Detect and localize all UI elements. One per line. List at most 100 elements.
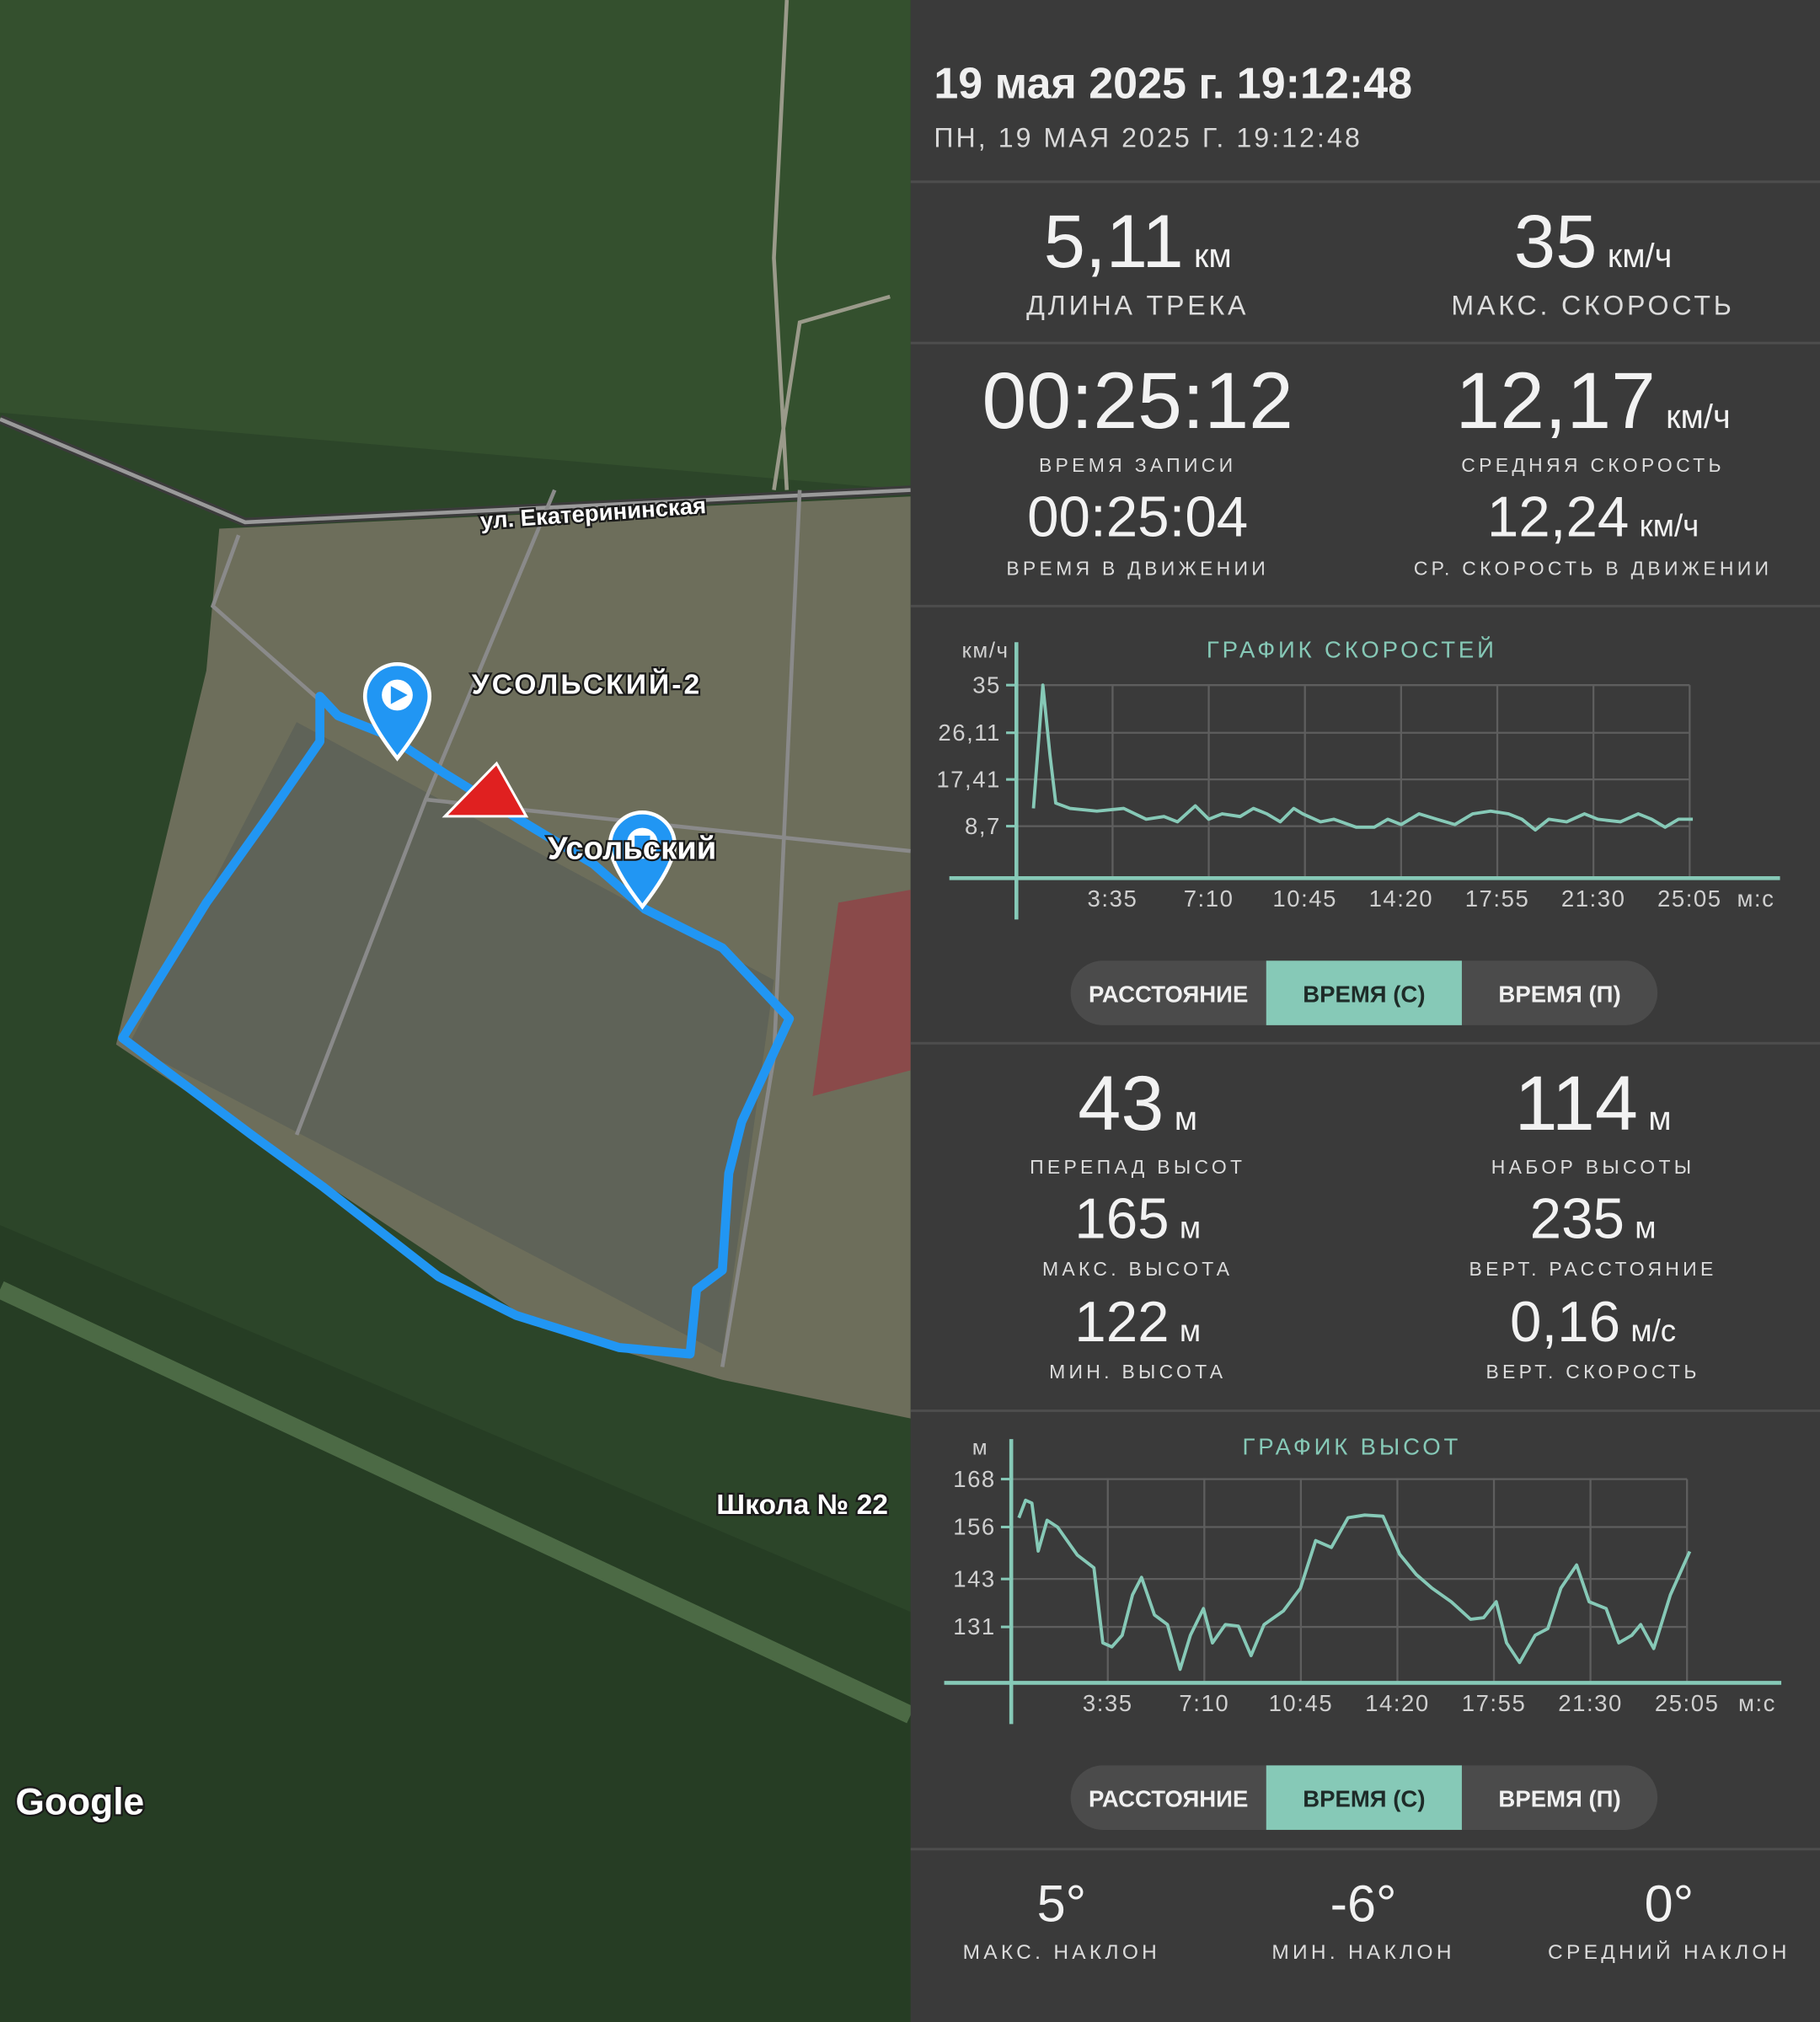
- stat-number: 114: [1515, 1061, 1638, 1147]
- toggle-selected: [1266, 1765, 1462, 1830]
- clearing: [0, 1281, 915, 1724]
- finish-marker[interactable]: [608, 810, 677, 910]
- x-tick-label: 25:05: [1655, 1690, 1720, 1716]
- stat-label: МИН. ВЫСОТА: [1049, 1361, 1226, 1383]
- stat-number: 165: [1074, 1187, 1169, 1250]
- stat-label: ВЕРТ. РАССТОЯНИЕ: [1469, 1258, 1717, 1280]
- toggle-label: РАССТОЯНИЕ: [1089, 981, 1248, 1007]
- x-tick-label: 3:35: [1088, 885, 1138, 912]
- stat-unit: м: [1635, 1210, 1656, 1244]
- district-label: Усольский: [548, 830, 716, 866]
- stat-number: 00:25:12: [982, 356, 1293, 446]
- stat-number: 5,11: [1044, 200, 1184, 283]
- stat-unit: м: [1180, 1313, 1201, 1348]
- stat-unit: км: [1194, 238, 1232, 275]
- y-tick-label: 131: [953, 1613, 996, 1640]
- segmented-control: РАССТОЯНИЕ ВРЕМЯ (С) ВРЕМЯ (П): [1070, 1765, 1658, 1830]
- stat-value: 165 м: [1074, 1187, 1201, 1250]
- y-axis-label: м: [972, 1435, 988, 1460]
- road: [772, 0, 891, 490]
- toggle-option[interactable]: ВРЕМЯ (П): [1498, 981, 1620, 1007]
- start-marker-icon: [390, 686, 408, 704]
- forest: [0, 1225, 911, 2022]
- y-tick-label: 26,11: [938, 719, 1001, 746]
- stat-label: МАКС. СКОРОСТЬ: [1451, 290, 1734, 320]
- x-tick-label: 10:45: [1269, 1690, 1334, 1716]
- y-tick-label: 168: [953, 1466, 996, 1492]
- stat-unit: м: [1180, 1210, 1201, 1244]
- stat-value: 5°: [1037, 1875, 1087, 1933]
- stat-number: 5°: [1037, 1875, 1087, 1933]
- header-title: 19 мая 2025 г. 19:12:48: [934, 59, 1412, 108]
- finish-marker-icon: [634, 835, 650, 852]
- stat-label: СР. СКОРОСТЬ В ДВИЖЕНИИ: [1414, 558, 1772, 580]
- header-subtitle: ПН, 19 МАЯ 2025 Г. 19:12:48: [934, 122, 1362, 152]
- toggle-option[interactable]: ВРЕМЯ (П): [1498, 1785, 1620, 1811]
- x-tick-label: 14:20: [1365, 1690, 1430, 1716]
- forest: [0, 0, 911, 490]
- stat-number: 35: [1514, 200, 1598, 283]
- line-chart: 131 143 156 168 3:35 7:10 10:45 14:20 17:55 21:30…: [944, 1434, 1782, 1725]
- district-area: [129, 722, 774, 1355]
- stat-value: 5,11 км: [1044, 200, 1232, 283]
- stat-label: МАКС. НАКЛОН: [963, 1941, 1161, 1964]
- x-axis-unit: м:с: [1737, 885, 1774, 912]
- y-tick-label: 35: [972, 671, 1001, 698]
- road: [0, 417, 911, 525]
- stat-value: 12,24 км/ч: [1487, 486, 1699, 549]
- toggle-label: ВРЕМЯ (П): [1498, 1785, 1620, 1811]
- poi-label: Школа № 22: [716, 1490, 888, 1521]
- y-tick-label: 156: [953, 1514, 996, 1540]
- map[interactable]: [0, 0, 915, 2022]
- x-tick-label: 17:55: [1462, 1690, 1527, 1716]
- x-tick-label: 21:30: [1558, 1690, 1623, 1716]
- position-marker: [442, 761, 529, 818]
- x-tick-label: 7:10: [1184, 885, 1234, 912]
- stat-number: 12,17: [1455, 356, 1655, 446]
- x-tick-label: 14:20: [1369, 885, 1434, 912]
- stat-label: ВРЕМЯ ЗАПИСИ: [1039, 454, 1236, 476]
- start-marker[interactable]: [362, 661, 432, 762]
- separators: [910, 180, 1820, 1851]
- stat-value: 0°: [1645, 1875, 1694, 1933]
- stat-label: НАБОР ВЫСОТЫ: [1491, 1156, 1695, 1178]
- stat-label: ВЕРТ. СКОРОСТЬ: [1485, 1361, 1700, 1383]
- stat-number: 00:25:04: [1027, 486, 1248, 549]
- stat-label: МИН. НАКЛОН: [1271, 1941, 1455, 1964]
- y-axis-label: км/ч: [961, 638, 1009, 663]
- toggle-label: РАССТОЯНИЕ: [1089, 1785, 1248, 1811]
- stat-unit: км/ч: [1640, 509, 1700, 543]
- stat-value: 235 м: [1530, 1187, 1657, 1250]
- toggle-label: ВРЕМЯ (П): [1498, 981, 1620, 1007]
- x-axis-unit: м:с: [1738, 1690, 1776, 1716]
- stat-number: -6°: [1330, 1875, 1397, 1933]
- stat-value: 0,16 м/с: [1510, 1291, 1676, 1354]
- stat-label: СРЕДНИЙ НАКЛОН: [1548, 1940, 1791, 1964]
- stat-number: 0,16: [1510, 1291, 1620, 1354]
- data-line: [1017, 1498, 1692, 1672]
- stat-value: 43 м: [1078, 1061, 1197, 1147]
- stat-number: 12,24: [1487, 486, 1630, 549]
- toggle-option[interactable]: РАССТОЯНИЕ: [1089, 1785, 1248, 1811]
- map-attribution: Google: [15, 1782, 144, 1823]
- stat-value: -6°: [1330, 1875, 1397, 1933]
- buildings: [812, 890, 911, 1097]
- stat-value: 12,17 км/ч: [1455, 356, 1730, 446]
- stat-unit: км/ч: [1608, 238, 1673, 275]
- toggle-label: ВРЕМЯ (С): [1303, 1785, 1425, 1811]
- stat-unit: м: [1175, 1100, 1197, 1137]
- stat-value: 00:25:12: [982, 356, 1293, 446]
- toggle-selected: [1266, 960, 1462, 1025]
- x-tick-label: 3:35: [1083, 1690, 1133, 1716]
- stat-unit: м: [1648, 1100, 1671, 1137]
- toggle-option[interactable]: ВРЕМЯ (С): [1266, 1765, 1462, 1830]
- toggle-option[interactable]: ВРЕМЯ (С): [1266, 960, 1462, 1025]
- x-tick-label: 10:45: [1272, 885, 1337, 912]
- stat-value: 114 м: [1515, 1061, 1672, 1147]
- toggle-option[interactable]: РАССТОЯНИЕ: [1089, 981, 1248, 1007]
- stat-value: 122 м: [1074, 1291, 1201, 1354]
- stat-unit: км/ч: [1666, 399, 1731, 436]
